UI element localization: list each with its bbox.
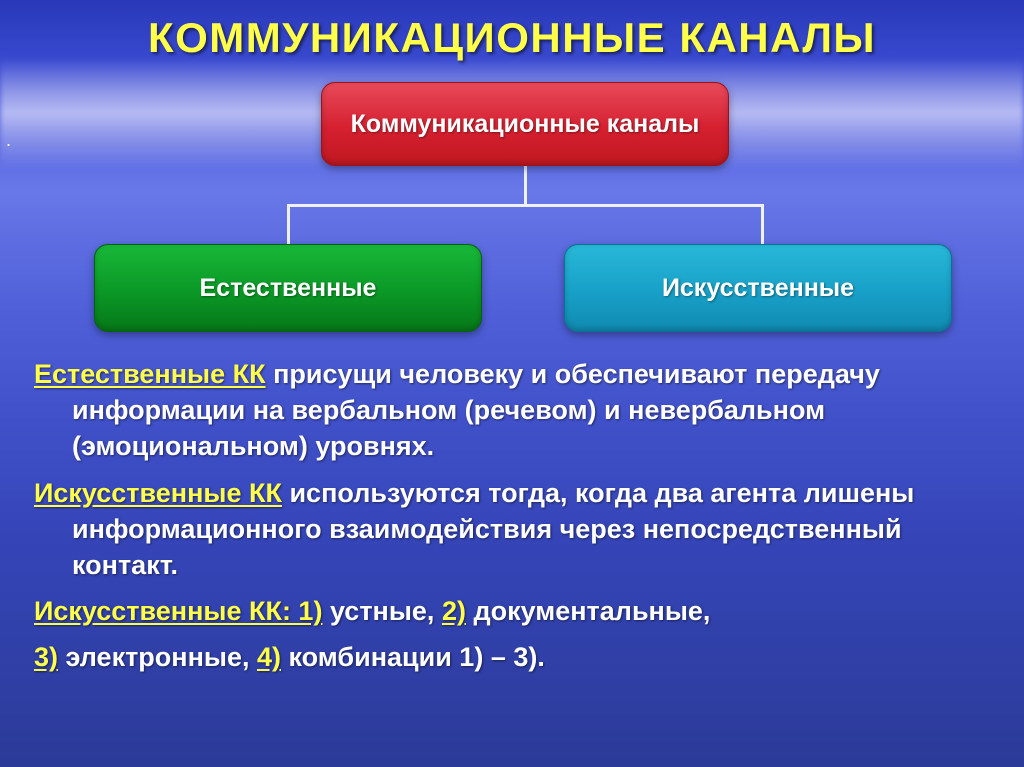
body-text: Естественные КК присущи человеку и обесп… xyxy=(34,356,990,675)
diagram-right-node: Искусственные xyxy=(564,244,952,332)
list-num: 4) xyxy=(257,642,281,672)
term-natural: Естественные КК xyxy=(34,359,266,389)
list-num: 3) xyxy=(34,642,58,672)
paragraph-2: Искусственные КК используются тогда, ког… xyxy=(34,475,990,584)
slide-title: КОММУНИКАЦИОННЫЕ КАНАЛЫ xyxy=(34,14,990,62)
list-item: устные, xyxy=(322,596,441,626)
list-item: электронные, xyxy=(58,642,257,672)
list-item: документальные, xyxy=(466,596,710,626)
list-lead: Искусственные КК: 1) xyxy=(34,596,322,626)
term-artificial: Искусственные КК xyxy=(34,478,282,508)
connector-line xyxy=(287,204,764,207)
connector-line xyxy=(287,204,290,244)
hierarchy-diagram: Коммуникационные каналы Естественные Иск… xyxy=(34,68,990,338)
slide: КОММУНИКАЦИОННЫЕ КАНАЛЫ . Коммуникационн… xyxy=(0,0,1024,767)
diagram-root-node: Коммуникационные каналы xyxy=(321,82,729,166)
list-item: комбинации 1) – 3). xyxy=(281,642,545,672)
bullet-dot: . xyxy=(6,130,11,151)
paragraph-3: Искусственные КК: 1) устные, 2) документ… xyxy=(34,593,990,629)
paragraph-1: Естественные КК присущи человеку и обесп… xyxy=(34,356,990,465)
list-num: 2) xyxy=(442,596,466,626)
connector-line xyxy=(761,204,764,244)
diagram-left-node: Естественные xyxy=(94,244,482,332)
connector-line xyxy=(524,166,527,206)
paragraph-4: 3) электронные, 4) комбинации 1) – 3). xyxy=(34,639,990,675)
